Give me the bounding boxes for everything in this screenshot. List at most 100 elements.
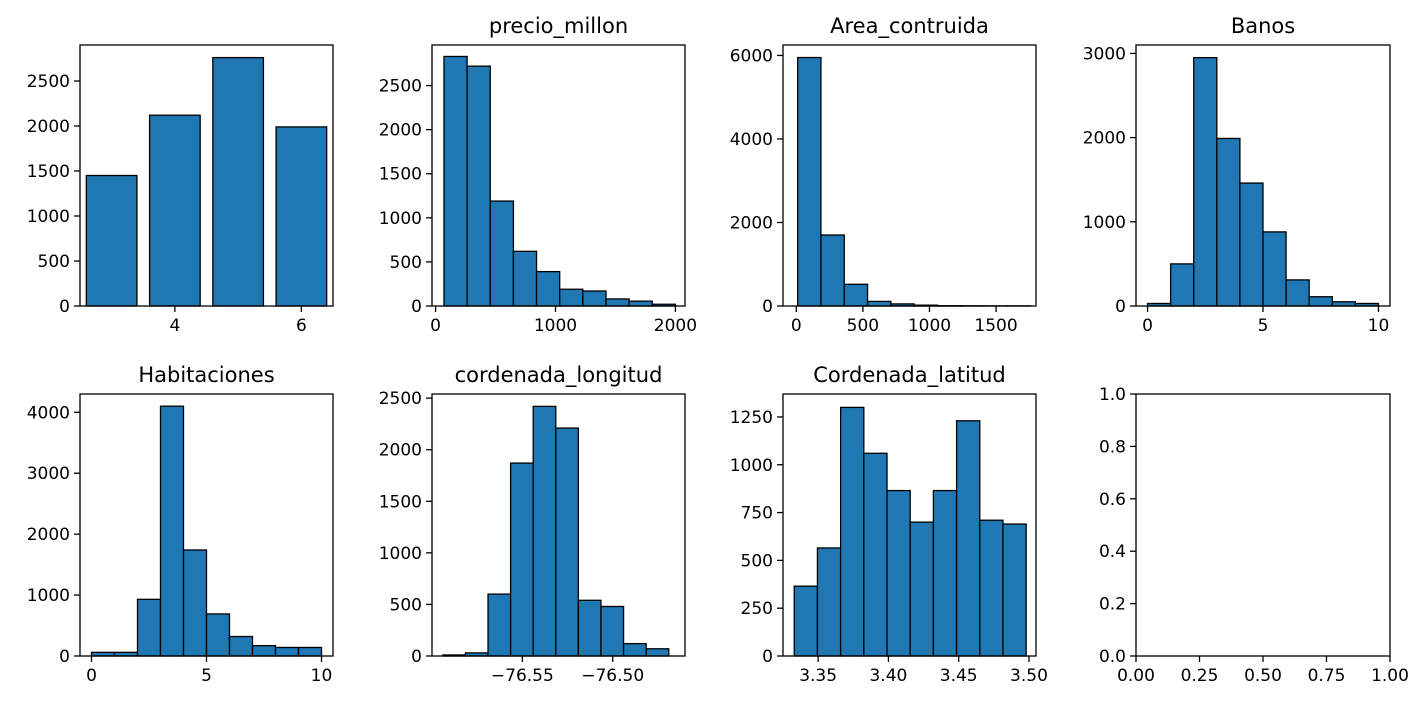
x-tick-label: 5	[201, 666, 212, 686]
y-tick-label: 0	[411, 297, 422, 317]
y-tick-label: 2000	[27, 525, 70, 545]
histogram-bar	[839, 406, 865, 657]
subplot-6: −76.55 −76.50 0 500 1000 1500 2000 2500 cordenad…	[379, 363, 686, 686]
x-tick-label: 1500	[974, 316, 1017, 336]
x-tick-label: 3.40	[869, 666, 907, 686]
y-tick-label: 750	[741, 504, 773, 524]
y-tick-label: 1500	[379, 492, 422, 512]
histogram-bar	[251, 644, 277, 657]
y-tick-label: 1000	[379, 209, 422, 229]
x-tick-label: 4	[169, 316, 180, 336]
y-tick-label: 2000	[730, 213, 773, 233]
histogram-bar	[582, 290, 607, 307]
histogram-bar	[182, 549, 208, 657]
axes-frame	[782, 44, 1037, 307]
histogram-bar	[512, 250, 538, 307]
y-tick-label: 1000	[1083, 213, 1126, 233]
x-tick-label: 2000	[654, 316, 697, 336]
y-tick-label: 500	[390, 253, 422, 273]
subplot-4: 0 5 10 0 1000 2000 3000 Banos	[1083, 14, 1391, 336]
x-tick-label: 1000	[908, 316, 951, 336]
x-tick-label: 0	[430, 316, 441, 336]
histogram-bar	[1239, 182, 1264, 307]
histogram-bar	[1193, 56, 1218, 307]
x-tick-label: 0	[1142, 316, 1153, 336]
histogram-bar	[559, 288, 584, 307]
subplot-title: Banos	[1231, 14, 1295, 38]
x-tick-label: 500	[847, 316, 879, 336]
y-tick-label: 1000	[379, 544, 422, 564]
x-tick-label: 6	[296, 316, 307, 336]
axes-frame	[782, 393, 1037, 657]
y-tick-label: 4000	[27, 403, 70, 423]
subplot-2: 0 1000 2000 0 500 1000 1500 2000 2500 precio_mill…	[379, 14, 697, 336]
y-tick-label: 1250	[730, 408, 773, 428]
histogram-bar	[909, 521, 935, 657]
histogram-bar	[148, 114, 201, 307]
x-tick-label: 1.00	[1371, 666, 1409, 686]
x-tick-label: 1000	[534, 316, 577, 336]
x-tick-label: 0.00	[1117, 666, 1155, 686]
y-tick-label: 1500	[379, 165, 422, 185]
axes-frame	[1135, 393, 1391, 657]
histogram-bar	[816, 547, 842, 657]
histogram-bar	[1285, 279, 1310, 307]
y-tick-label: 0.2	[1099, 595, 1126, 615]
subplot-title: cordenada_longitud	[455, 363, 663, 388]
histogram-bar	[555, 427, 580, 657]
subplot-title: Cordenada_latitud	[813, 363, 1006, 388]
x-tick-label: 5	[1258, 316, 1269, 336]
x-tick-label: −76.50	[581, 666, 644, 686]
y-tick-label: 3000	[1083, 44, 1126, 64]
x-tick-label: −76.55	[491, 666, 554, 686]
histogram-bar	[136, 598, 162, 657]
y-tick-label: 0	[59, 297, 70, 317]
histogram-bar	[275, 126, 328, 307]
histogram-bar	[577, 599, 602, 657]
histogram-bar	[866, 300, 892, 307]
histogram-bar	[979, 519, 1004, 657]
x-tick-label: 0.50	[1244, 666, 1282, 686]
histogram-bar	[793, 585, 819, 657]
y-tick-label: 0.6	[1099, 490, 1126, 510]
y-tick-label: 2500	[379, 77, 422, 97]
subplot-7: 3.35 3.40 3.45 3.50 0 250 500 750 1000 1250 Corden…	[730, 363, 1048, 686]
histogram-bar	[535, 270, 561, 307]
y-tick-label: 500	[390, 595, 422, 615]
histogram-bar	[628, 300, 653, 307]
y-tick-label: 0.4	[1099, 542, 1126, 562]
y-tick-label: 1500	[27, 162, 70, 182]
x-tick-label: 0.75	[1308, 666, 1346, 686]
y-tick-label: 0	[762, 297, 773, 317]
subplot-title: Area_contruida	[830, 14, 989, 39]
histogram-bar	[955, 420, 981, 657]
x-tick-label: 10	[311, 666, 333, 686]
histogram-bar	[489, 200, 515, 307]
histogram-bar	[466, 65, 491, 307]
histogram-bar	[228, 635, 254, 657]
y-tick-label: 6000	[730, 46, 773, 66]
y-tick-label: 500	[38, 252, 70, 272]
axes-frame	[431, 393, 686, 657]
subplot-title: precio_millon	[489, 14, 628, 39]
histogram-bar	[205, 613, 231, 657]
histogram-bar	[159, 405, 185, 657]
histogram-bar	[1169, 263, 1195, 307]
y-tick-label: 0	[762, 647, 773, 667]
axes-frame	[431, 44, 686, 307]
x-tick-label: 3.45	[940, 666, 978, 686]
histogram-bar	[605, 298, 630, 307]
y-tick-label: 2500	[379, 389, 422, 409]
y-tick-label: 1000	[730, 456, 773, 476]
y-tick-label: 2000	[1083, 129, 1126, 149]
histogram-bar	[886, 489, 911, 657]
x-tick-label: 3.50	[1010, 666, 1048, 686]
y-tick-label: 0	[59, 647, 70, 667]
histogram-bar	[532, 405, 557, 657]
y-tick-label: 2000	[379, 121, 422, 141]
x-tick-label: 3.35	[799, 666, 837, 686]
y-tick-label: 0	[1115, 297, 1126, 317]
y-tick-label: 2000	[379, 441, 422, 461]
y-tick-label: 0.0	[1099, 647, 1126, 667]
